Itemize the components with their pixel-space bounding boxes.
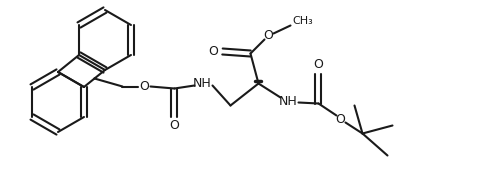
- Text: O: O: [313, 58, 324, 71]
- Text: NH: NH: [193, 77, 212, 90]
- Text: O: O: [209, 45, 218, 58]
- Text: O: O: [140, 80, 149, 93]
- Text: O: O: [336, 113, 345, 126]
- Text: NH: NH: [279, 95, 298, 108]
- Text: O: O: [169, 119, 179, 132]
- Text: O: O: [264, 29, 274, 42]
- Text: CH₃: CH₃: [292, 15, 313, 26]
